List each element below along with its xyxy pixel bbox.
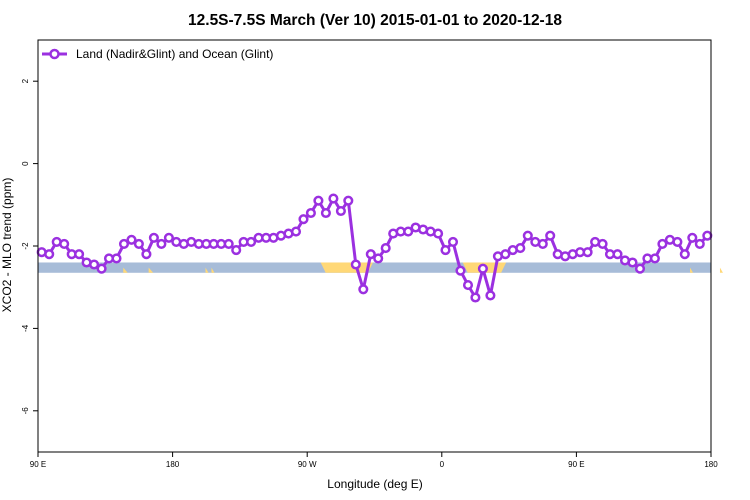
data-point-58 — [470, 292, 481, 303]
data-point-73 — [582, 247, 593, 258]
data-point-35 — [298, 214, 309, 225]
data-point-77 — [612, 249, 623, 260]
data-point-36 — [305, 207, 316, 219]
data-point-64 — [515, 243, 526, 254]
ocean-band — [38, 262, 711, 273]
y-tick-label-4: -6 — [21, 407, 30, 415]
land-sliver-3 — [211, 267, 215, 273]
data-point-53 — [433, 228, 444, 239]
data-point-49 — [403, 226, 414, 237]
y-tick-label-1: 0 — [21, 161, 30, 166]
data-point-68 — [545, 230, 556, 241]
x-axis-title: Longitude (deg E) — [327, 477, 422, 491]
land-sliver-6 — [719, 267, 723, 273]
x-tick-label-0: 90 E — [30, 460, 46, 469]
y-tick-label-0: 2 — [21, 78, 30, 83]
data-point-34 — [290, 226, 302, 237]
x-axis: 90 E 180 90 W 0 90 E 180 — [30, 452, 718, 469]
data-point-80 — [634, 263, 646, 274]
data-point-56 — [455, 265, 466, 276]
data-point-88 — [694, 238, 705, 249]
ocean-land-band — [38, 262, 723, 273]
data-point-67 — [537, 238, 548, 249]
data-point-28 — [246, 236, 257, 247]
data-point-15 — [148, 232, 159, 243]
y-tick-label-2: -2 — [21, 242, 30, 250]
x-tick-label-2: 90 W — [298, 460, 317, 469]
data-point-54 — [440, 245, 451, 256]
data-point-43 — [358, 284, 369, 295]
data-point-17 — [163, 232, 174, 243]
y-tick-label-3: -4 — [21, 324, 30, 332]
data-point-7 — [89, 259, 100, 270]
data-point-65 — [522, 230, 533, 241]
data-point-8 — [96, 263, 107, 274]
data-point-37 — [313, 195, 324, 206]
data-point-25 — [223, 238, 234, 249]
data-point-26 — [231, 245, 242, 256]
data-point-38 — [320, 207, 331, 219]
data-point-46 — [380, 243, 391, 254]
data-point-1 — [44, 249, 55, 260]
x-tick-label-1: 180 — [166, 460, 180, 469]
series-layer — [36, 193, 713, 303]
data-point-16 — [156, 238, 167, 249]
x-tick-label-4: 90 E — [568, 460, 584, 469]
legend-label: Land (Nadir&Glint) and Ocean (Glint) — [76, 47, 273, 61]
data-point-83 — [657, 238, 668, 249]
data-point-57 — [462, 280, 474, 291]
data-point-14 — [141, 249, 152, 260]
legend: Land (Nadir&Glint) and Ocean (Glint) — [42, 47, 273, 61]
land-sliver-1 — [148, 267, 154, 273]
data-point-82 — [649, 253, 660, 264]
data-point-42 — [350, 259, 361, 270]
data-point-87 — [687, 232, 698, 243]
data-point-75 — [597, 238, 608, 249]
data-point-89 — [702, 230, 713, 241]
y-axis-title: XCO2 - MLO trend (ppm) — [0, 178, 14, 313]
data-point-45 — [373, 253, 384, 264]
data-point-13 — [133, 238, 144, 249]
data-point-41 — [343, 195, 354, 206]
x-tick-label-3: 0 — [440, 460, 445, 469]
data-point-79 — [627, 257, 638, 268]
data-point-10 — [111, 253, 122, 264]
legend-marker — [49, 48, 60, 60]
data-point-60 — [485, 290, 496, 301]
land-sliver-2 — [205, 267, 209, 273]
x-tick-label-5: 180 — [704, 460, 718, 469]
data-point-85 — [672, 236, 683, 247]
data-point-62 — [500, 249, 511, 260]
data-point-55 — [447, 236, 459, 247]
data-point-11 — [118, 238, 130, 249]
land-band-0 — [320, 262, 374, 273]
data-point-86 — [679, 249, 690, 260]
data-point-59 — [477, 263, 488, 274]
data-point-3 — [59, 238, 70, 249]
data-point-40 — [335, 205, 346, 217]
y-axis: 2 0 -2 -4 -6 — [21, 78, 38, 414]
chart-title: 12.5S-7.5S March (Ver 10) 2015-01-01 to … — [188, 12, 562, 29]
data-point-5 — [74, 249, 85, 260]
land-sliver-5 — [690, 267, 694, 273]
data-point-44 — [365, 249, 376, 260]
data-point-39 — [328, 193, 339, 204]
data-point-12 — [126, 234, 137, 245]
land-sliver-0 — [123, 267, 128, 273]
